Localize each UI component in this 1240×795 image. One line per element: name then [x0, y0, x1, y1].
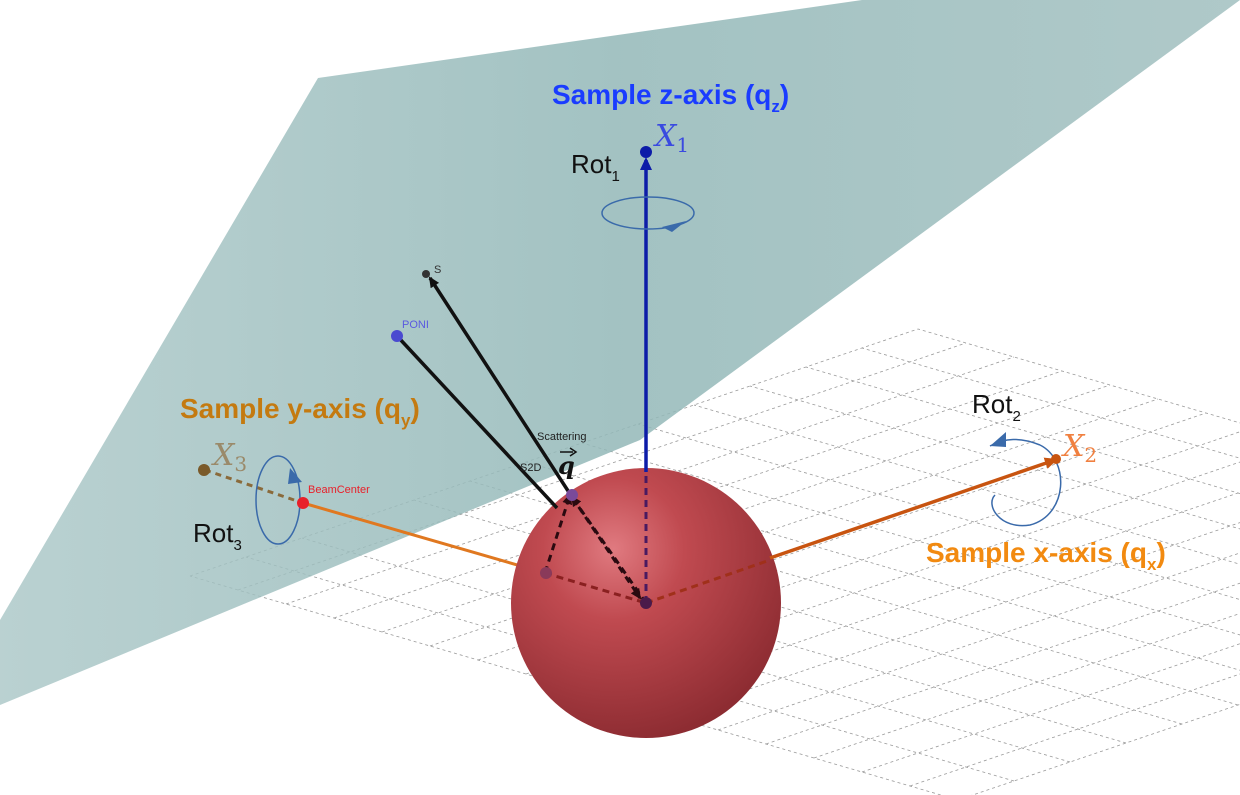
grid-line	[971, 703, 1240, 795]
z-axis-label: Sample z-axis (qz)	[552, 79, 789, 116]
rot1-loop	[601, 196, 695, 232]
beam-center-point	[297, 497, 309, 509]
grid-line	[861, 347, 1240, 459]
rot1-label: Rot1	[571, 149, 620, 185]
s-vector-arrow	[428, 276, 574, 498]
x2-label: X2	[1061, 429, 1097, 467]
poni-label: PONI	[402, 319, 429, 331]
y-axis-label: Sample y-axis (qy)	[180, 393, 420, 430]
s-point	[422, 270, 430, 278]
grid-line	[245, 556, 1015, 782]
beam-center-label: BeamCenter	[308, 484, 370, 496]
detector-plane	[0, 0, 1240, 705]
grid-line	[909, 673, 1240, 787]
poni-vector-line	[396, 335, 559, 510]
rot2-label: Rot2	[972, 389, 1021, 425]
x-axis-arrow	[769, 457, 1058, 560]
grid-line	[765, 582, 1240, 745]
grid-line	[301, 537, 1071, 763]
rot3-label: Rot3	[193, 518, 242, 554]
q-vector-label: q	[558, 447, 578, 480]
grid-line	[693, 404, 1240, 565]
grid-line	[717, 552, 1240, 731]
x3-label: X3	[211, 438, 247, 476]
s-label: S	[434, 264, 441, 276]
scattering-point	[566, 489, 578, 501]
inner-dashed-lines	[543, 470, 771, 605]
x2-point	[1051, 454, 1061, 464]
grid-line	[381, 384, 1111, 633]
x1-label: X1	[653, 119, 689, 157]
grid-line	[805, 366, 1240, 494]
grid-line	[189, 575, 943, 795]
scattering-label: Scattering	[537, 431, 587, 443]
grid-line	[581, 442, 1240, 636]
grid-line	[813, 613, 1240, 759]
s2d-point	[540, 567, 552, 579]
x3-point	[198, 464, 210, 476]
grid-line	[917, 328, 1240, 424]
grid-line	[669, 522, 1240, 717]
grid-line	[861, 643, 1240, 773]
origin-point	[640, 597, 652, 609]
y-axis-line	[302, 501, 546, 575]
x1-point	[640, 146, 652, 158]
grid-line	[637, 423, 1240, 600]
poni-point	[391, 330, 403, 342]
grid-line	[749, 385, 1240, 530]
s2d-label: S2D	[520, 462, 541, 474]
x-axis-label: Sample x-axis (qx)	[926, 537, 1166, 574]
svg-text:q: q	[558, 451, 575, 480]
